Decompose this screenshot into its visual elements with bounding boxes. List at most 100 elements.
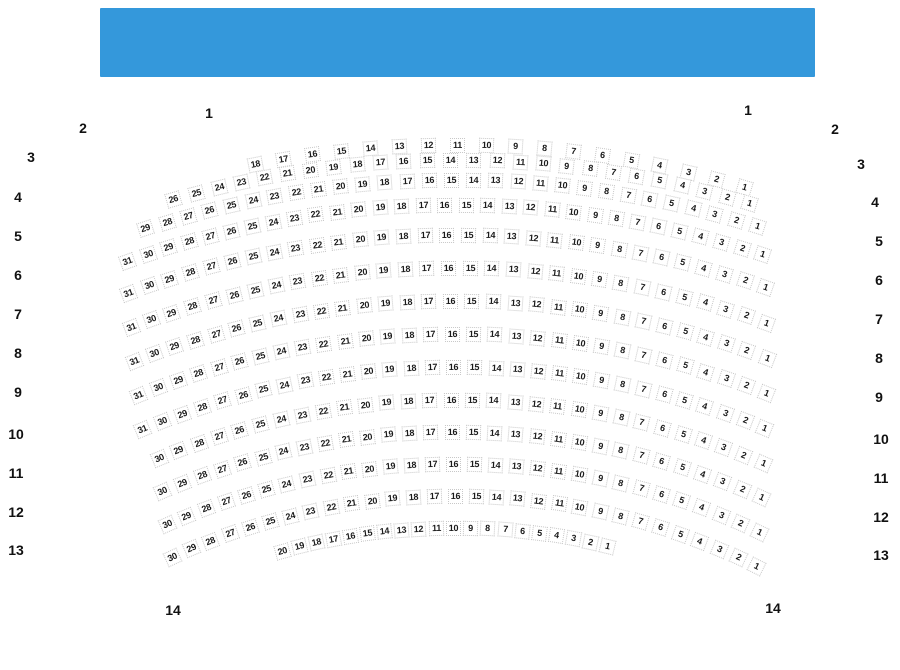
seat[interactable]: 2: [730, 513, 751, 534]
seat[interactable]: 12: [525, 230, 542, 247]
seat[interactable]: 6: [641, 190, 659, 209]
seat[interactable]: 5: [662, 194, 681, 213]
seat[interactable]: 12: [530, 363, 547, 380]
seat[interactable]: 20: [332, 178, 350, 195]
seat[interactable]: 3: [715, 264, 734, 284]
seat[interactable]: 26: [234, 385, 253, 405]
seat[interactable]: 2: [726, 211, 746, 230]
seat[interactable]: 26: [233, 453, 252, 473]
seat[interactable]: 10: [478, 137, 495, 154]
seat[interactable]: 27: [179, 206, 198, 226]
seat[interactable]: 14: [376, 523, 393, 541]
seat[interactable]: 21: [337, 431, 355, 449]
seat[interactable]: 3: [564, 530, 583, 548]
seat[interactable]: 20: [353, 264, 371, 281]
seat[interactable]: 4: [691, 227, 710, 246]
seat[interactable]: 8: [613, 341, 632, 360]
seat[interactable]: 27: [204, 291, 223, 310]
seat[interactable]: 8: [611, 474, 630, 493]
seat[interactable]: 15: [333, 143, 350, 160]
seat[interactable]: 10: [565, 203, 583, 221]
seat[interactable]: 21: [334, 299, 352, 317]
seat[interactable]: 14: [487, 327, 503, 343]
seat[interactable]: 14: [442, 152, 458, 168]
seat[interactable]: 9: [589, 237, 607, 255]
seat[interactable]: 28: [180, 232, 199, 252]
seat[interactable]: 27: [209, 358, 229, 377]
seat[interactable]: 2: [732, 479, 752, 500]
seat[interactable]: 9: [591, 404, 609, 423]
seat[interactable]: 15: [465, 424, 482, 440]
seat[interactable]: 22: [307, 206, 325, 224]
seat[interactable]: 20: [358, 330, 375, 347]
seat[interactable]: 11: [544, 201, 561, 219]
seat[interactable]: 2: [728, 547, 749, 568]
seat[interactable]: 14: [488, 360, 504, 376]
seat[interactable]: 27: [201, 227, 220, 246]
seat[interactable]: 9: [592, 338, 611, 356]
seat[interactable]: 14: [488, 457, 504, 474]
seat[interactable]: 18: [405, 489, 422, 506]
seat[interactable]: 17: [426, 488, 443, 505]
seat[interactable]: 11: [532, 175, 549, 192]
seat[interactable]: 21: [336, 332, 354, 350]
seat[interactable]: 21: [339, 365, 356, 383]
seat[interactable]: 1: [751, 487, 772, 508]
seat[interactable]: 2: [735, 410, 755, 431]
seat[interactable]: 16: [441, 260, 457, 276]
seat[interactable]: 28: [157, 212, 177, 232]
seat[interactable]: 23: [293, 339, 312, 357]
seat[interactable]: 1: [757, 348, 777, 368]
seat[interactable]: 19: [354, 176, 372, 193]
seat[interactable]: 26: [236, 485, 256, 505]
seat[interactable]: 16: [444, 326, 460, 342]
seat[interactable]: 16: [395, 153, 412, 170]
seat[interactable]: 17: [415, 197, 431, 214]
seat[interactable]: 18: [307, 533, 326, 552]
seat[interactable]: 20: [302, 161, 320, 179]
seat[interactable]: 3: [695, 181, 714, 201]
seat[interactable]: 16: [443, 392, 459, 408]
seat[interactable]: 19: [372, 199, 389, 216]
seat[interactable]: 28: [185, 330, 205, 350]
seat[interactable]: 11: [549, 398, 567, 416]
seat[interactable]: 9: [558, 157, 576, 175]
seat[interactable]: 24: [267, 276, 286, 295]
seat[interactable]: 27: [216, 492, 236, 512]
seat[interactable]: 13: [466, 152, 482, 168]
seat[interactable]: 4: [694, 431, 714, 451]
seat[interactable]: 15: [460, 227, 477, 243]
seat[interactable]: 26: [230, 420, 250, 440]
seat[interactable]: 5: [673, 424, 693, 444]
seat[interactable]: 30: [138, 245, 158, 264]
seat[interactable]: 10: [571, 334, 589, 352]
seat[interactable]: 31: [119, 283, 139, 303]
seat[interactable]: 22: [315, 335, 333, 353]
seat[interactable]: 6: [652, 451, 672, 471]
seat[interactable]: 17: [421, 293, 437, 310]
seat[interactable]: 14: [482, 227, 498, 244]
seat[interactable]: 19: [381, 361, 398, 378]
seat[interactable]: 25: [243, 217, 262, 236]
seat[interactable]: 4: [684, 199, 703, 218]
seat[interactable]: 18: [397, 261, 414, 278]
seat[interactable]: 29: [159, 238, 179, 258]
seat[interactable]: 13: [507, 394, 524, 411]
seat[interactable]: 6: [652, 248, 671, 267]
seat[interactable]: 12: [420, 137, 437, 154]
seat[interactable]: 24: [209, 178, 229, 197]
seat[interactable]: 26: [240, 517, 260, 537]
seat[interactable]: 22: [317, 368, 335, 386]
seat[interactable]: 23: [301, 502, 320, 521]
seat[interactable]: 2: [718, 187, 737, 207]
seat[interactable]: 9: [591, 502, 609, 521]
seat[interactable]: 29: [168, 370, 188, 391]
seat[interactable]: 5: [675, 288, 694, 307]
seat[interactable]: 10: [570, 401, 588, 419]
seat[interactable]: 18: [393, 198, 410, 215]
seat[interactable]: 9: [591, 437, 609, 455]
seat[interactable]: 4: [696, 328, 716, 347]
seat[interactable]: 17: [425, 456, 441, 473]
seat[interactable]: 15: [443, 172, 460, 188]
seat[interactable]: 24: [272, 410, 291, 429]
